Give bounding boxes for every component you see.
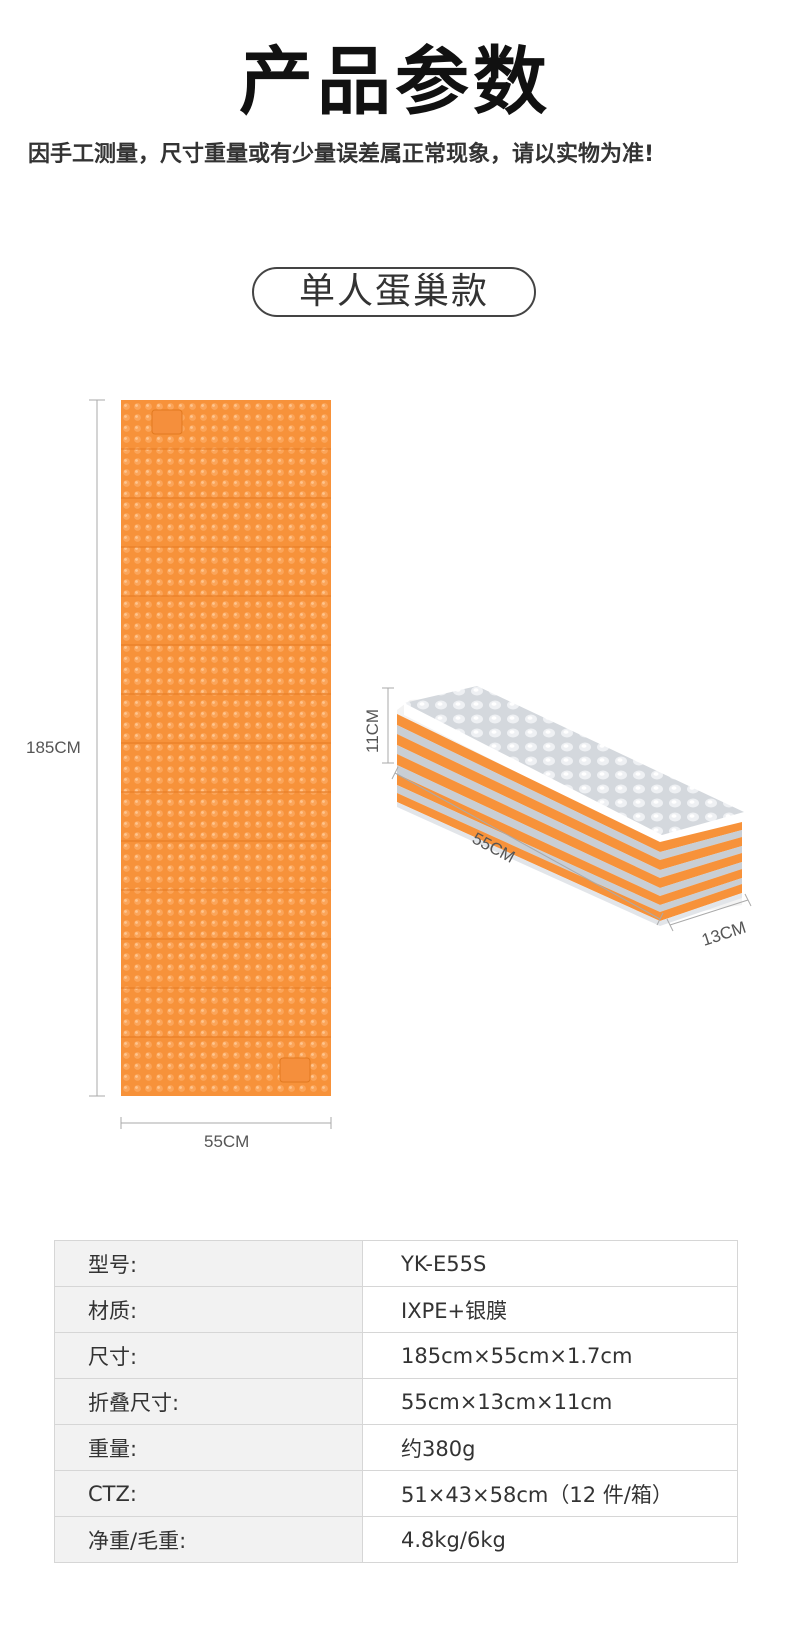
page-title: 产品参数 xyxy=(239,39,551,125)
spec-value: IXPE+银膜 xyxy=(362,1286,738,1333)
spec-label: 净重/毛重: xyxy=(54,1516,363,1563)
spec-label: CTZ: xyxy=(54,1470,363,1517)
spec-label: 型号: xyxy=(54,1240,363,1287)
table-row: 折叠尺寸: 55cm×13cm×11cm xyxy=(54,1378,738,1425)
spec-label: 折叠尺寸: xyxy=(54,1378,363,1425)
folded-length-dimension-line xyxy=(391,766,664,926)
spec-value: 4.8kg/6kg xyxy=(362,1516,738,1563)
variant-label: 单人蛋巢款 xyxy=(252,267,536,317)
flat-width-label: 55CM xyxy=(204,1132,249,1151)
spec-label: 材质: xyxy=(54,1286,363,1333)
folded-mat xyxy=(397,686,744,926)
table-row: CTZ: 51×43×58cm（12 件/箱） xyxy=(54,1470,738,1517)
logo-patch-top xyxy=(151,409,183,435)
folded-mat-layers xyxy=(397,714,742,921)
measurement-notice: 因手工测量，尺寸重量或有少量误差属正常现象，请以实物为准! xyxy=(28,142,655,167)
table-row: 型号: YK-E55S xyxy=(54,1240,738,1287)
table-row: 净重/毛重: 4.8kg/6kg xyxy=(54,1516,738,1563)
folded-height-label: 11CM xyxy=(363,709,382,753)
spec-value: 185cm×55cm×1.7cm xyxy=(362,1332,738,1379)
spec-table: 型号: YK-E55S 材质: IXPE+银膜 尺寸: 185cm×55cm×1… xyxy=(54,1240,738,1563)
table-row: 尺寸: 185cm×55cm×1.7cm xyxy=(54,1332,738,1379)
flat-mat-fold-lines xyxy=(121,448,331,1038)
logo-patch-bottom xyxy=(279,1057,311,1083)
table-row: 重量: 约380g xyxy=(54,1424,738,1471)
length-dimension-line xyxy=(89,399,105,1097)
width-dimension-line xyxy=(120,1117,332,1129)
folded-height-dimension-line xyxy=(382,687,394,764)
product-dimension-figure: 185CM 55CM 11CM 55C xyxy=(26,399,752,1151)
spec-value: 51×43×58cm（12 件/箱） xyxy=(362,1470,738,1517)
spec-value: YK-E55S xyxy=(362,1240,738,1287)
flat-mat xyxy=(121,400,331,1096)
folded-depth-label: 13CM xyxy=(699,918,748,950)
folded-depth-dimension-line xyxy=(666,893,752,932)
table-row: 材质: IXPE+银膜 xyxy=(54,1286,738,1333)
spec-value: 约380g xyxy=(362,1424,738,1471)
spec-value: 55cm×13cm×11cm xyxy=(362,1378,738,1425)
spec-label: 尺寸: xyxy=(54,1332,363,1379)
spec-label: 重量: xyxy=(54,1424,363,1471)
flat-length-label: 185CM xyxy=(26,738,81,757)
